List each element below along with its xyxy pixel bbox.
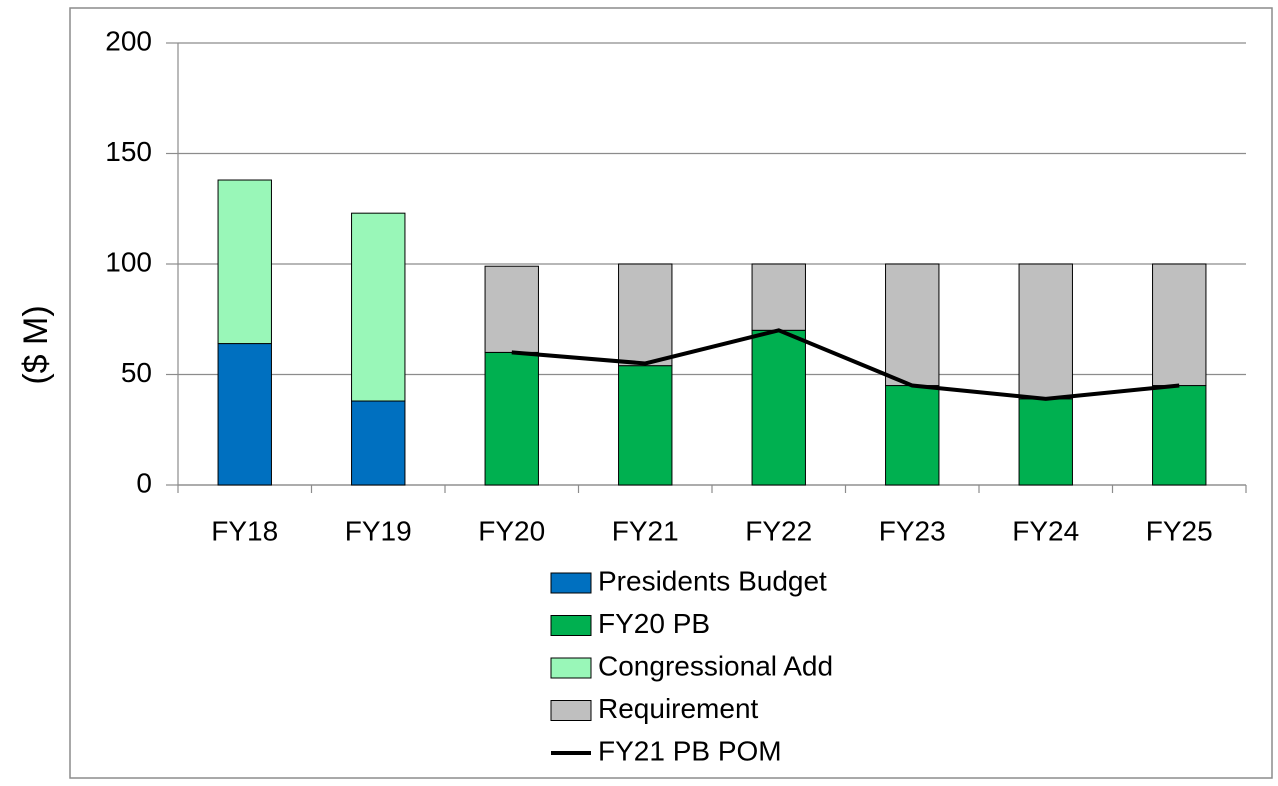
x-tick-label: FY19 — [345, 515, 412, 546]
bar-segment — [751, 329, 806, 486]
legend-label: Congressional Add — [598, 650, 833, 681]
bar-segment — [618, 263, 673, 367]
bar-segment — [1152, 263, 1207, 387]
y-tick-label: 200 — [105, 25, 152, 56]
bar-segment — [351, 400, 406, 486]
legend-label: FY20 PB — [598, 608, 710, 639]
legend-label: Requirement — [598, 693, 759, 724]
legend-swatch — [550, 615, 592, 636]
legend-swatch — [550, 657, 592, 679]
y-axis-label: ($ M) — [17, 305, 55, 384]
x-tick-label: FY22 — [745, 515, 812, 546]
bar-segment — [217, 179, 272, 345]
legend-swatch — [550, 700, 592, 721]
bar-segment — [751, 263, 806, 331]
bar-segment — [885, 385, 940, 486]
y-tick-label: 150 — [105, 136, 152, 167]
bar-segment — [618, 365, 673, 486]
legend-label: FY21 PB POM — [598, 735, 782, 766]
bar-segment — [484, 265, 539, 353]
bar-segment — [885, 263, 940, 387]
bar-segment — [1018, 398, 1073, 486]
x-tick-label: FY18 — [211, 515, 278, 546]
line-series — [511, 328, 1180, 401]
x-tick-label: FY24 — [1012, 515, 1079, 546]
x-tick-label: FY20 — [478, 515, 545, 546]
bar-segment — [1152, 385, 1207, 486]
legend-label: Presidents Budget — [598, 565, 827, 596]
bar-segment — [1018, 263, 1073, 400]
x-tick-label: FY21 — [612, 515, 679, 546]
x-tick-label: FY23 — [879, 515, 946, 546]
bar-segment — [351, 212, 406, 402]
y-tick-label: 100 — [105, 246, 152, 277]
legend-swatch — [550, 572, 592, 594]
x-tick-label: FY25 — [1146, 515, 1213, 546]
y-tick-label: 0 — [136, 467, 152, 498]
bar-segment — [217, 343, 272, 486]
y-tick-label: 50 — [121, 357, 152, 388]
bar-segment — [484, 351, 539, 486]
